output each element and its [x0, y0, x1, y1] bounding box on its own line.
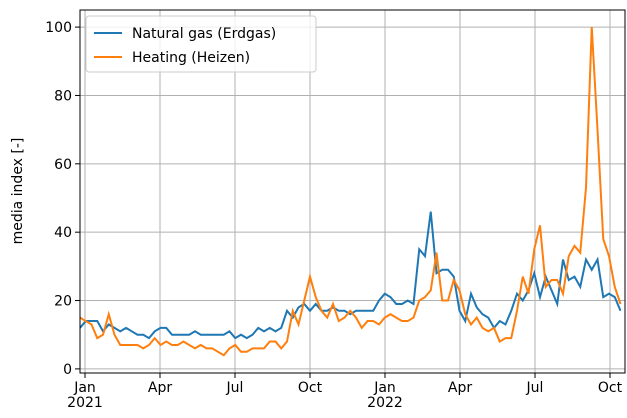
legend-label: Heating (Heizen)	[132, 50, 250, 66]
x-tick-label: Oct	[598, 380, 623, 396]
legend-label: Natural gas (Erdgas)	[132, 26, 276, 42]
y-axis-label: media index [-]	[10, 138, 26, 245]
y-tick-label: 40	[54, 225, 72, 241]
x-tick-label: Apr	[148, 380, 172, 396]
y-tick-label: 80	[54, 88, 72, 104]
x-tick-label: Apr	[448, 380, 472, 396]
x-tick-label: Jan 2022	[367, 380, 403, 411]
y-tick-label: 0	[63, 362, 72, 378]
plot-frame	[79, 9, 626, 374]
x-tick-label: Jan 2021	[67, 380, 103, 411]
y-tick-label: 20	[54, 294, 72, 310]
legend-box	[85, 15, 317, 73]
y-tick-label: 60	[54, 157, 72, 173]
line-series	[80, 27, 622, 357]
y-tick-label: 100	[45, 20, 72, 36]
x-tick-label: Jul	[226, 380, 244, 396]
x-tick-label: Oct	[298, 380, 323, 396]
x-tick-label: Jul	[526, 380, 544, 396]
